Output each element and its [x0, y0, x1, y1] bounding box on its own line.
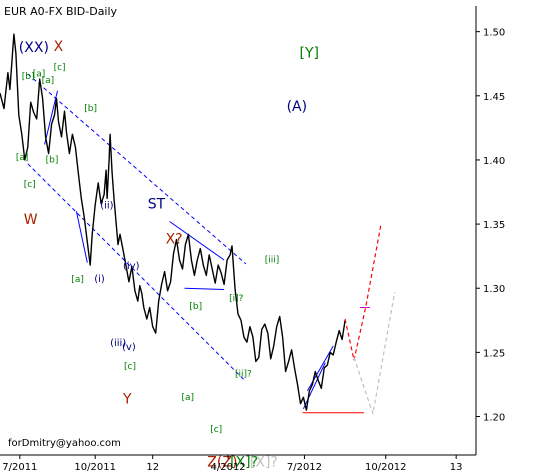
wave-label-29: [X]? [250, 455, 278, 471]
footer-email: forDmitry@yahoo.com [8, 438, 121, 449]
wave-label-8: [b] [84, 104, 97, 114]
x-tick-label-6: 13 [450, 462, 463, 473]
trend-line-6 [302, 362, 326, 410]
wave-label-15: [a] [71, 275, 84, 285]
wave-label-5: [c] [54, 63, 66, 73]
y-tick-label-0: 1.20 [483, 413, 505, 424]
wave-label-30: [Y] [300, 45, 319, 61]
projection-line-1 [353, 291, 396, 415]
wave-label-4: [a] [42, 76, 55, 86]
trend-line-5 [75, 211, 88, 263]
y-tick-label-5: 1.45 [483, 92, 505, 103]
wave-label-12: ST [148, 197, 166, 213]
wave-label-26: [ii]? [235, 370, 252, 380]
trend-line-7 [306, 345, 334, 392]
wave-label-18: (v) [122, 342, 136, 353]
wave-label-1: X [54, 39, 64, 55]
trend-line-2 [169, 221, 225, 261]
wave-label-2: [a] [33, 70, 46, 80]
wave-label-6: [a] [16, 153, 29, 163]
wave-label-28: [X]? [230, 455, 258, 471]
projection-lines-group [344, 225, 396, 415]
wave-label-20: [c] [124, 362, 136, 372]
projection-line-0 [344, 225, 382, 361]
x-tick-label-0: 7/2011 [2, 462, 37, 473]
x-ticks-group: 7/2011 10/2011 12 4/2012 7/2012 10/2012 13 [2, 455, 463, 473]
wave-label-19: (iii) [110, 338, 126, 349]
x-tick-label-4: 7/2012 [287, 462, 322, 473]
y-ticks-group: 1.20 1.25 1.30 1.35 1.40 1.45 1.50 [476, 28, 505, 424]
chart-title: EUR A0-FX BID-Daily [4, 5, 118, 18]
y-tick-label-6: 1.50 [483, 28, 505, 39]
trend-line-0 [27, 73, 247, 265]
trend-line-4 [44, 90, 58, 145]
wave-label-16: (i) [94, 274, 105, 285]
wave-label-23: [a] [182, 393, 195, 403]
x-tick-label-5: 10/2012 [365, 462, 407, 473]
wave-label-0: (XX) [19, 40, 49, 56]
y-tick-label-2: 1.30 [483, 284, 505, 295]
wave-label-14: [iii] [265, 256, 280, 266]
y-tick-label-4: 1.40 [483, 156, 505, 167]
wave-label-13: X? [166, 231, 183, 247]
wave-label-17: (iv) [123, 261, 140, 272]
wave-label-27: Z(Z) [207, 455, 237, 471]
wave-label-21: Y [122, 392, 132, 408]
wave-label-22: [b] [189, 302, 202, 312]
wave-label-10: W [24, 212, 38, 228]
price-series-line-0 [0, 33, 346, 411]
wave-label-7: [b] [46, 156, 59, 166]
price-series-group [0, 33, 346, 411]
x-tick-label-1: 10/2011 [74, 462, 116, 473]
wave-label-25: [i]? [229, 294, 244, 304]
y-tick-label-1: 1.25 [483, 348, 505, 359]
x-tick-label-3: 4/2012 [210, 462, 245, 473]
trend-line-1 [27, 163, 246, 381]
wave-label-3: [b] [22, 72, 35, 82]
wave-label-9: [c] [24, 180, 36, 190]
wave-labels-group: (XX) X[a][b] [a][c][a] [b][b][c]W(ii) STX?[i… [16, 39, 319, 471]
trend-line-3 [184, 287, 225, 290]
x-tick-label-2: 12 [146, 462, 159, 473]
wave-label-11: (ii) [100, 201, 113, 212]
y-tick-label-3: 1.35 [483, 220, 505, 231]
wave-label-24: [c] [210, 425, 222, 435]
trend-lines-group [27, 73, 370, 414]
wave-label-31: (A) [287, 99, 308, 115]
